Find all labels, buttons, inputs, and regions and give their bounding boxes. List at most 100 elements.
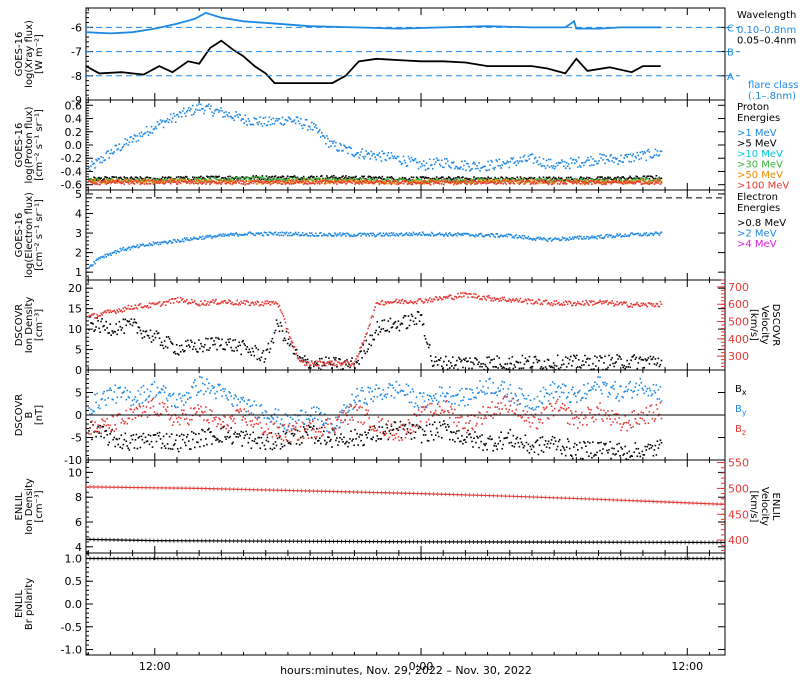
data-point (305, 183, 308, 185)
data-point (420, 177, 423, 179)
data-point (587, 181, 589, 183)
data-point (204, 343, 206, 346)
data-point (541, 303, 544, 306)
data-point (463, 358, 465, 360)
data-point (178, 111, 181, 113)
data-point (209, 183, 211, 186)
data-point (244, 176, 246, 178)
data-point (494, 299, 496, 301)
data-point (385, 182, 388, 184)
data-point (455, 165, 457, 168)
data-point (507, 233, 510, 236)
data-point (421, 176, 424, 178)
data-point (282, 315, 285, 317)
data-point (244, 184, 246, 186)
data-point (200, 342, 202, 345)
data-point (631, 232, 633, 234)
data-point (518, 160, 521, 163)
data-point (398, 233, 401, 235)
data-point (312, 234, 314, 236)
data-point (472, 179, 474, 182)
data-point (369, 157, 371, 160)
data-point (138, 179, 141, 182)
data-point (402, 182, 405, 185)
data-point (343, 361, 345, 364)
data-point (611, 181, 613, 183)
data-point (358, 363, 360, 365)
data-point (556, 238, 559, 240)
data-point (417, 178, 420, 181)
data-point (417, 311, 420, 313)
data-point (371, 154, 373, 157)
data-point (555, 178, 558, 180)
data-point (608, 181, 610, 184)
data-point (362, 344, 364, 346)
data-point (526, 178, 529, 181)
data-point (354, 178, 356, 180)
data-point (242, 118, 244, 120)
data-point (451, 365, 453, 367)
data-point (121, 182, 124, 184)
data-point (320, 136, 322, 138)
data-point (372, 177, 374, 180)
data-point (538, 359, 541, 362)
data-point (408, 301, 411, 304)
data-point (519, 361, 522, 364)
data-point (554, 237, 557, 239)
data-point (491, 179, 493, 182)
data-point (514, 178, 517, 180)
y-label-line: [W m⁻²] (34, 34, 45, 74)
data-point (517, 236, 520, 239)
data-point (402, 234, 405, 236)
data-point (320, 368, 322, 370)
data-point (497, 164, 499, 167)
data-point (198, 103, 200, 105)
data-point (647, 148, 650, 151)
data-point (632, 182, 634, 185)
data-point (215, 180, 217, 183)
data-point (244, 114, 246, 117)
data-point (334, 178, 336, 181)
data-point (127, 304, 130, 307)
data-point (91, 265, 93, 267)
data-point (632, 153, 634, 155)
data-point (369, 178, 371, 180)
data-point (211, 301, 213, 303)
data-point (534, 301, 537, 303)
data-point (138, 178, 141, 181)
data-point (392, 178, 395, 180)
data-point (250, 177, 253, 180)
data-point (228, 235, 230, 237)
data-point (175, 344, 178, 346)
data-point (564, 239, 567, 242)
data-point (555, 162, 558, 164)
data-point (203, 181, 205, 184)
data-point (139, 135, 142, 137)
data-point (415, 178, 418, 181)
data-point (571, 162, 573, 164)
data-point (413, 159, 416, 161)
data-point (107, 182, 109, 185)
data-point (559, 303, 562, 306)
data-point (522, 237, 525, 240)
data-point (218, 303, 220, 305)
data-point (444, 178, 446, 180)
data-point (248, 120, 251, 122)
data-point (517, 179, 520, 182)
data-point (470, 182, 472, 184)
data-point (537, 298, 540, 301)
data-point (152, 339, 155, 341)
data-point (283, 178, 286, 180)
data-point (178, 181, 181, 184)
data-point (591, 235, 593, 238)
data-point (442, 176, 444, 179)
data-point (383, 178, 386, 180)
data-point (185, 340, 187, 343)
data-point (121, 146, 124, 149)
data-point (348, 180, 350, 183)
data-point (414, 182, 417, 185)
data-point (264, 358, 267, 360)
data-point (246, 233, 248, 236)
data-point (313, 235, 315, 237)
data-point (167, 176, 170, 178)
